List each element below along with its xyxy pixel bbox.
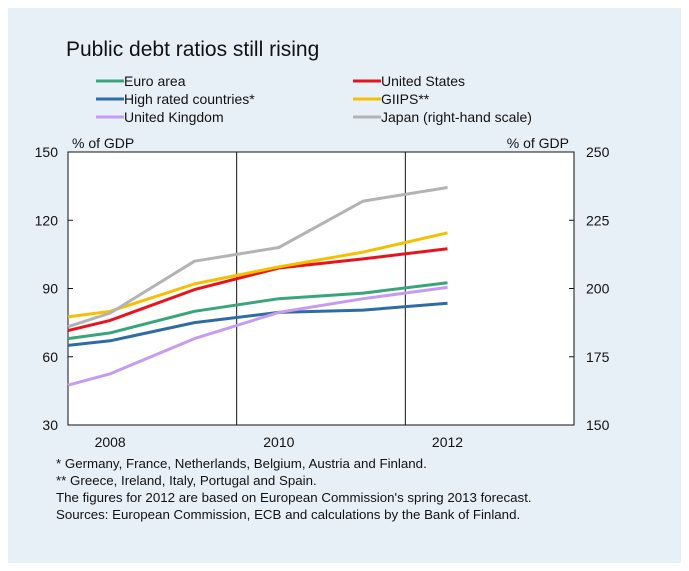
legend-label: GIIPS**: [381, 91, 430, 107]
right-tick-label: 150: [586, 417, 610, 433]
series-line-5: [67, 186, 448, 329]
chart-figure: Public debt ratios still rising Euro are…: [8, 8, 681, 563]
x-tick-label: 2010: [263, 434, 294, 450]
legend-label: United States: [381, 73, 465, 89]
series-line-0: [67, 281, 448, 341]
right-tick-label: 200: [586, 281, 610, 297]
legend: Euro area United States High rated countri…: [96, 73, 532, 125]
left-axis-unit: % of GDP: [72, 135, 134, 151]
right-tick-label: 250: [586, 144, 610, 160]
footnote-forecast: The figures for 2012 are based on Europe…: [56, 490, 532, 505]
series-line-1: [67, 247, 448, 333]
chart-title: Public debt ratios still rising: [66, 38, 319, 61]
left-tick-label: 120: [35, 212, 59, 228]
legend-label: Japan (right-hand scale): [381, 109, 532, 125]
x-tick-label: 2008: [95, 434, 126, 450]
series-line-4: [67, 285, 448, 387]
footnotes: * Germany, France, Netherlands, Belgium,…: [56, 455, 676, 523]
x-tick-label: 2012: [432, 434, 463, 450]
right-tick-label: 225: [586, 212, 610, 228]
series-lines: [67, 186, 448, 387]
x-axis-ticks: 2008 2010 2012: [95, 434, 464, 450]
legend-label: Euro area: [124, 73, 186, 89]
right-tick-label: 175: [586, 349, 610, 365]
plot-area: [67, 151, 575, 426]
footnote-high-rated: * Germany, France, Netherlands, Belgium,…: [56, 456, 427, 471]
left-tick-label: 60: [42, 349, 58, 365]
footnote-giips: ** Greece, Ireland, Italy, Portugal and …: [56, 473, 317, 488]
left-tick-label: 90: [42, 281, 58, 297]
left-tick-label: 150: [35, 144, 59, 160]
legend-label: High rated countries*: [124, 91, 255, 107]
series-line-3: [67, 231, 448, 319]
right-axis-ticks: 150 175 200 225 250: [569, 144, 610, 433]
series-line-2: [67, 301, 448, 347]
left-tick-label: 30: [42, 417, 58, 433]
chart-svg: Public debt ratios still rising Euro are…: [35, 38, 610, 450]
left-axis-ticks: 30 60 90 120 150: [35, 144, 73, 433]
right-axis-unit: % of GDP: [507, 135, 569, 151]
footnote-sources: Sources: European Commission, ECB and ca…: [56, 507, 521, 522]
legend-label: United Kingdom: [124, 109, 224, 125]
